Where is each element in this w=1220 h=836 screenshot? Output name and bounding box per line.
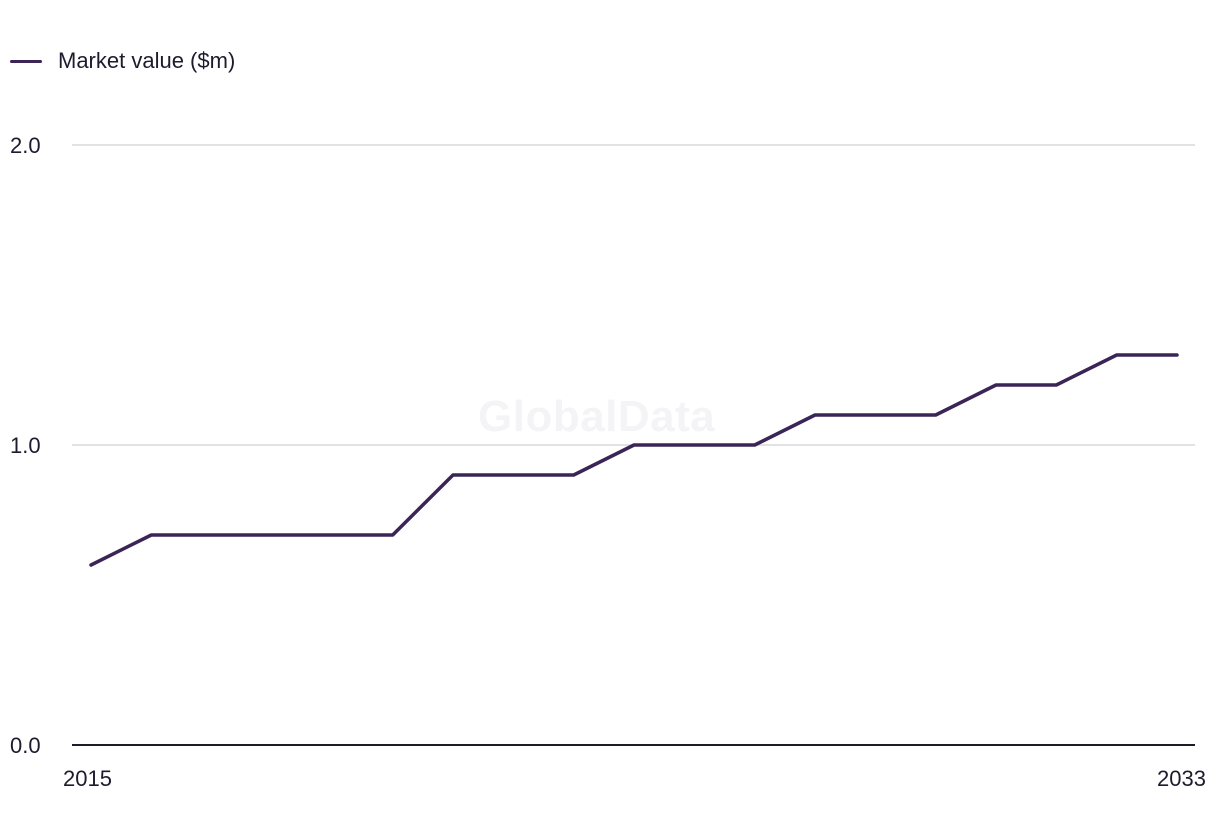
series-layer [89,353,1179,567]
legend: Market value ($m) [10,46,235,76]
watermark: GlobalData [478,392,716,441]
y-tick-label: 2.0 [10,133,41,158]
y-tick-labels: 0.0 1.0 2.0 [10,133,41,758]
legend-swatch [10,59,42,63]
x-tick-label: 2015 [63,766,112,791]
x-tick-labels: 2015 2033 [63,766,1206,791]
legend-label: Market value ($m) [58,48,236,73]
y-tick-label: 0.0 [10,733,41,758]
grid-lines [72,144,1195,446]
y-tick-label: 1.0 [10,433,41,458]
x-tick-label: 2033 [1157,766,1206,791]
series-line [89,353,1179,567]
